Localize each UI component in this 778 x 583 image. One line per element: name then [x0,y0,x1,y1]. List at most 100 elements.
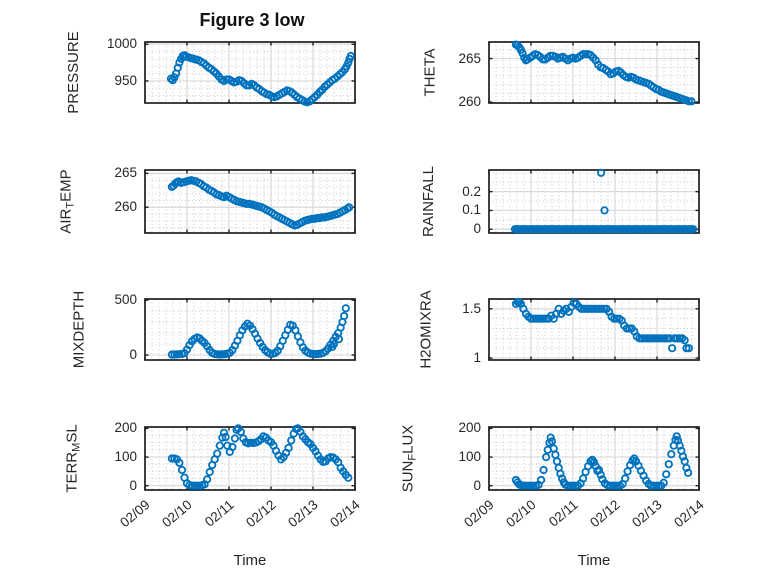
data-point [682,463,691,472]
y-tick-label: 0.1 [462,202,481,218]
data-point [541,452,551,462]
data-point [177,465,187,475]
data-point [678,452,688,461]
data-point [203,475,212,484]
data-point [659,478,668,487]
data-point [539,465,548,475]
mixdepth-markers [167,304,350,359]
data-point [594,304,604,313]
data-point [578,474,588,483]
data-point [662,470,671,479]
data-point [339,311,349,321]
data-point [344,203,354,212]
data-point [547,437,557,446]
axes-box [144,426,356,491]
x-axis-label-right: Time [577,552,611,569]
axis-label-text: H2OMIXRA [417,290,435,369]
axes-box [488,426,700,491]
data-point [672,432,681,441]
data-point [620,474,630,483]
axis-label-text: SL [63,424,81,443]
data-point [600,206,609,215]
y-tick-label: 0 [473,221,481,237]
data-point [657,334,667,343]
pressure-plot [144,41,356,107]
axis-label-text: TERR [63,451,81,493]
pressure-markers [166,51,355,107]
rainfall-axis-label: RAINFALL [419,166,436,237]
axes-box [488,298,700,361]
y-tick-label: 260 [458,94,481,110]
axis-label-text: RAINFALL [419,166,437,237]
data-point [519,481,528,490]
y-tick-label: 265 [114,165,137,181]
mixdepth-axis-label: MIXDEPTH [70,291,87,369]
theta-markers [511,40,696,106]
data-point [230,434,239,443]
axes-box [144,298,356,361]
rainfall-plot [488,168,700,234]
data-point [684,344,694,353]
data-point [582,304,591,313]
data-point [683,468,693,477]
axis-label-text: AIR [57,208,75,234]
data-point [187,481,197,490]
data-point [318,213,327,222]
data-point [215,441,224,450]
sun-flux-markers [511,432,693,490]
h2omixra-plot [488,297,700,361]
data-point [218,433,227,442]
data-point [175,458,184,467]
figure-title: Figure 3 low [199,10,305,30]
data-point [665,334,674,343]
y-tick-label: 1000 [106,36,137,52]
data-point [649,481,658,490]
data-point [334,334,344,344]
y-tick-label: 500 [114,292,137,308]
terr-msl-markers [167,424,353,490]
y-tick-label: 265 [458,50,481,66]
data-point [232,425,241,434]
axes-box [144,41,356,104]
y-tick-label: 0 [473,477,481,493]
data-point [213,449,222,458]
y-tick-label: 100 [458,449,481,465]
data-point [344,473,353,482]
data-point [556,469,565,478]
data-point [664,460,673,469]
data-point [645,334,654,343]
data-point [344,58,353,67]
h2omixra-axis-label: H2OMIXRA [418,290,435,368]
mixdepth-plot [144,298,356,361]
data-point [346,51,355,61]
axis-label-text: MIXDEPTH [70,290,88,369]
axis-label-text: LUX [399,424,417,454]
axes-box [144,169,356,234]
y-tick-label: 1.5 [462,300,481,316]
y-tick-label: 100 [114,449,137,465]
data-point [596,470,605,479]
data-point [687,97,696,106]
axis-label-text: PRESSURE [64,31,82,114]
air-temp-axis-label: AIRTEMP [57,169,77,234]
y-tick-label: 200 [114,420,137,436]
data-point [688,225,698,234]
data-point [594,465,604,475]
data-point [219,428,229,437]
theta-axis-label: THETA [422,48,439,96]
terr-msl-axis-label: TERRMSL [63,424,83,493]
data-point [518,49,527,58]
data-point [236,427,245,436]
data-point [596,168,606,177]
axis-label-text: EMP [57,169,75,202]
data-point [329,339,339,349]
data-point [242,81,251,90]
data-point [242,199,251,208]
sun-flux-axis-label: SUNFLUX [399,424,418,493]
y-tick-label: 260 [114,199,137,215]
h2omixra-markers [511,297,694,353]
data-point [221,432,230,442]
axis-label-subscript: T [64,201,77,209]
y-tick-label: 0.2 [462,183,481,199]
